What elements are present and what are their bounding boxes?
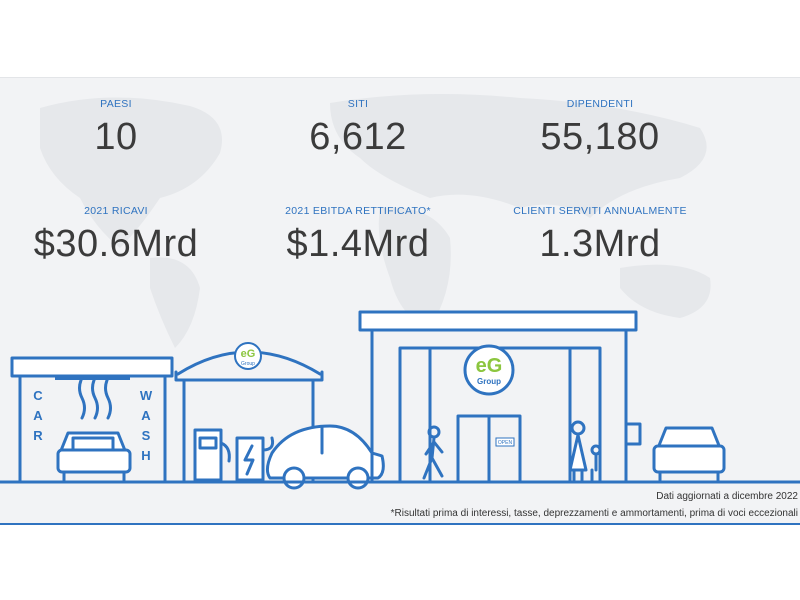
ev-charger-icon	[235, 436, 275, 482]
drive-thru-car-icon	[652, 426, 726, 482]
stat-ebitda: 2021 EBITDA RETTIFICATO* $1.4Mrd	[238, 205, 478, 266]
car-wash-letter: A	[141, 408, 151, 423]
brand-logo-canopy: eG Group	[234, 342, 262, 370]
data-updated-note: Dati aggiornati a dicembre 2022	[656, 491, 798, 502]
pedestrian-icon	[422, 425, 444, 480]
car-wash-letter: C	[33, 388, 43, 403]
car-wash-letter: W	[140, 388, 153, 403]
stat-revenue: 2021 RICAVI $30.6Mrd	[0, 205, 236, 266]
logo-text: eG	[476, 355, 503, 377]
stat-value: $30.6Mrd	[33, 223, 199, 265]
stat-label: SITI	[347, 98, 369, 110]
stat-value: $1.4Mrd	[286, 223, 430, 265]
stat-label: PAESI	[100, 98, 132, 110]
stat-employees: DIPENDENTI 55,180	[480, 98, 720, 159]
open-sign: OPEN	[495, 437, 515, 447]
logo-sub: Group	[477, 377, 501, 386]
car-wash-letter: A	[33, 408, 43, 423]
stat-value: 6,612	[309, 116, 407, 158]
family-icon	[568, 420, 602, 482]
stat-label: CLIENTI SERVITI ANNUALMENTE	[513, 205, 687, 217]
world-map-background	[40, 94, 711, 348]
brand-logo-shop: eG Group	[463, 344, 515, 396]
stat-value: 55,180	[540, 116, 660, 158]
car-wash-letter: R	[33, 428, 43, 443]
car-wash-building	[10, 356, 174, 484]
logo-sub: Group	[241, 361, 255, 367]
stat-label: 2021 RICAVI	[84, 205, 148, 217]
stat-countries: PAESI 10	[0, 98, 236, 159]
car-wash-letter: H	[141, 448, 150, 463]
stat-sites: SITI 6,612	[238, 98, 478, 159]
stat-customers: CLIENTI SERVITI ANNUALMENTE 1.3Mrd	[480, 205, 720, 266]
infographic-panel: PAESI 10 SITI 6,612 DIPENDENTI 55,180 20…	[0, 77, 800, 525]
stat-value: 10	[94, 116, 138, 158]
fuel-pump-icon	[193, 428, 231, 482]
stat-label: 2021 EBITDA RETTIFICATO*	[285, 205, 431, 217]
open-sign-text: OPEN	[498, 440, 513, 446]
car-wash-letter: S	[142, 428, 151, 443]
stat-value: 1.3Mrd	[539, 223, 661, 265]
car-wash-vehicle-icon	[56, 431, 132, 482]
stat-label: DIPENDENTI	[566, 98, 634, 110]
ebitda-footnote: *Risultati prima di interessi, tasse, de…	[390, 508, 798, 519]
drive-thru-icon	[624, 422, 642, 446]
main-car-icon	[265, 424, 385, 490]
forecourt-illustration: C A R W A S H eG Group eG Group OPEN	[0, 310, 800, 490]
shop-building	[358, 310, 638, 484]
logo-text: eG	[241, 348, 256, 360]
